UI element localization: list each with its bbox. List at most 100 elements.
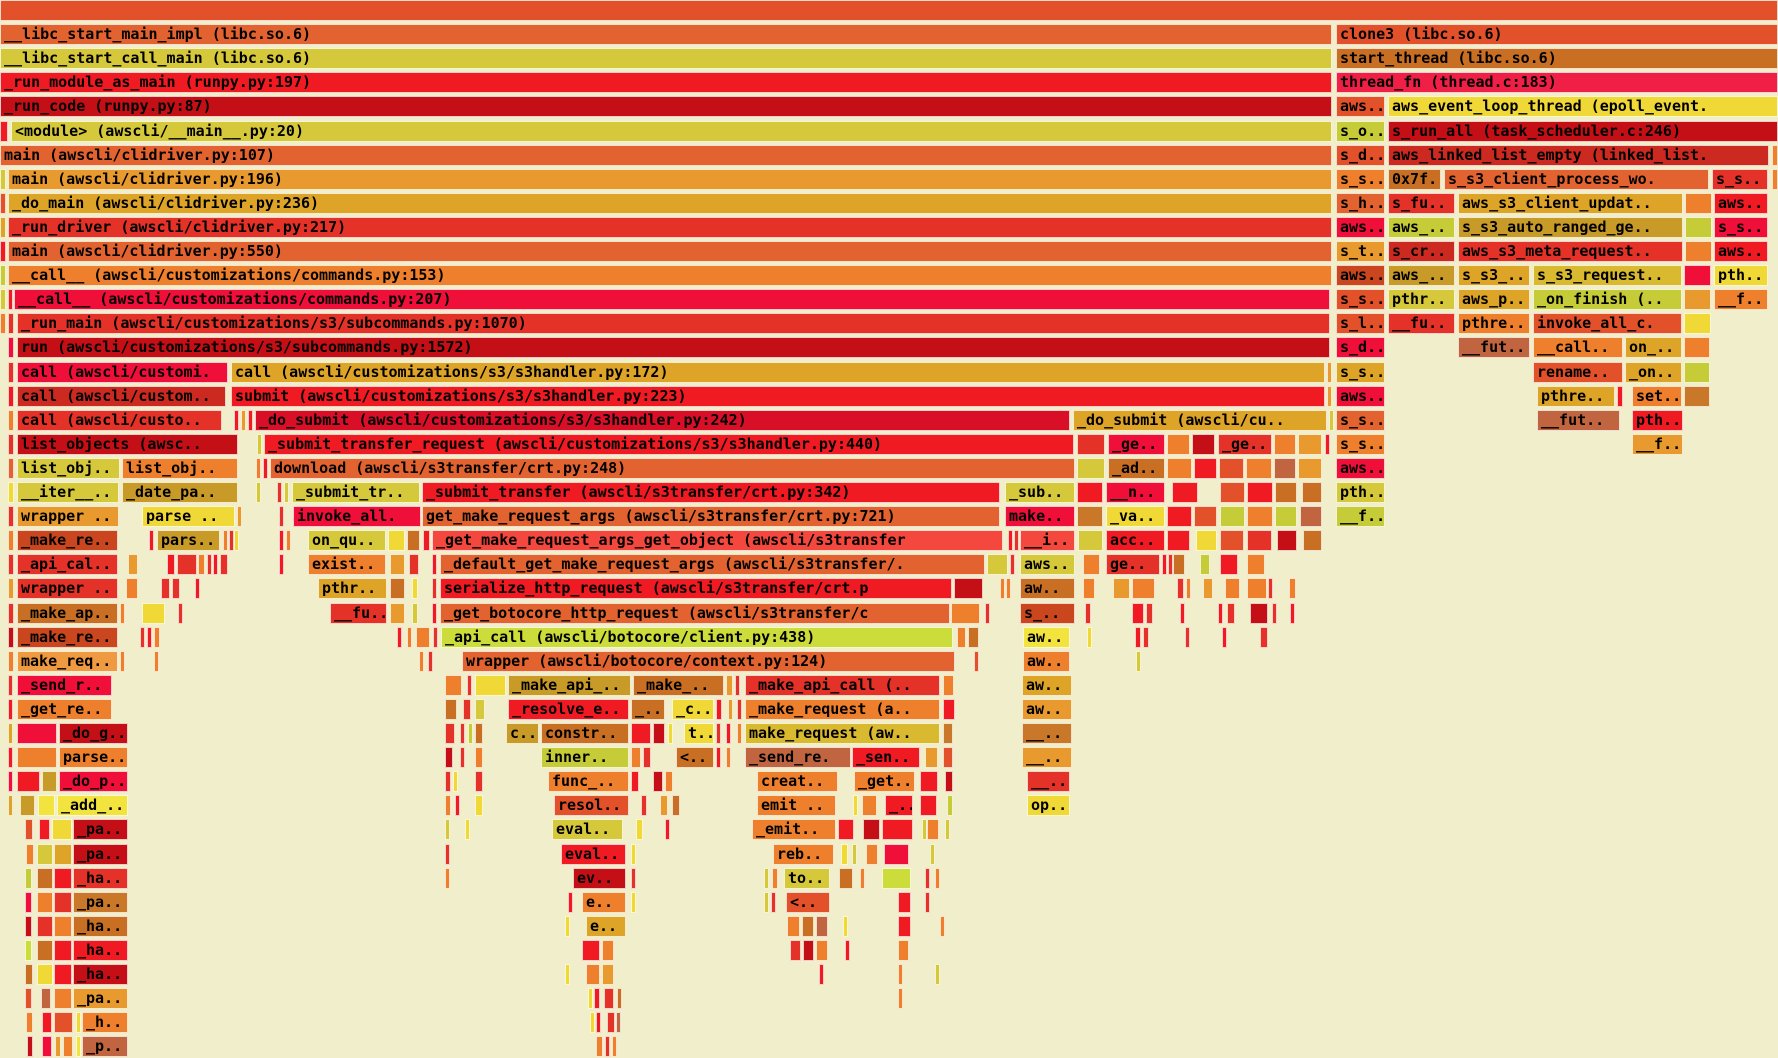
frame-_make_api_..[interactable]: _make_api_..	[508, 675, 631, 696]
frame-sliver[interactable]	[852, 844, 857, 865]
frame-<module>[interactable]: <module> (awscli/__main__.py:20)	[11, 121, 1332, 142]
frame-_get_make_request_args_get_object[interactable]: _get_make_request_args_get_object (awscl…	[432, 530, 1003, 551]
frame-_ha..[interactable]: _ha..	[73, 868, 128, 889]
frame-sliver[interactable]	[1227, 603, 1235, 624]
frame-aws_s3_meta_request..[interactable]: aws_s3_meta_request..	[1458, 241, 1683, 262]
frame-sliver[interactable]	[1173, 554, 1185, 575]
frame-sliver[interactable]	[1247, 530, 1272, 551]
frame-sliver[interactable]	[631, 844, 636, 865]
frame-sliver[interactable]	[120, 651, 125, 672]
frame-sliver[interactable]	[672, 795, 680, 816]
frame-sliver[interactable]	[945, 819, 950, 840]
frame-sliver[interactable]	[445, 819, 450, 840]
frame-sliver[interactable]	[25, 964, 33, 985]
frame-s_o..[interactable]: s_o..	[1336, 121, 1385, 142]
frame-sliver[interactable]	[445, 771, 451, 792]
frame-sliver[interactable]	[17, 771, 40, 792]
frame-make..[interactable]: make..	[1005, 506, 1075, 527]
frame-sliver[interactable]	[8, 578, 14, 599]
frame-aws..[interactable]: aws..	[1336, 265, 1385, 286]
frame-sliver[interactable]	[898, 964, 903, 985]
frame-sliver[interactable]	[198, 554, 205, 575]
frame-sliver[interactable]	[248, 410, 253, 431]
frame-<..[interactable]: <..	[786, 892, 830, 913]
frame-sliver[interactable]	[816, 940, 828, 961]
frame-inner..[interactable]: inner..	[541, 747, 629, 768]
frame-sliver[interactable]	[27, 1036, 33, 1057]
frame-sliver[interactable]	[582, 940, 600, 961]
frame-sliver[interactable]	[947, 795, 953, 816]
frame-sliver[interactable]	[1327, 386, 1332, 407]
frame-sliver[interactable]	[726, 675, 733, 696]
frame-sliver[interactable]	[816, 916, 828, 937]
frame-__fu..[interactable]: __fu..	[330, 603, 387, 624]
frame-s_s..[interactable]: s_s..	[1714, 217, 1768, 238]
frame-sliver[interactable]	[76, 1012, 81, 1033]
frame-e..[interactable]: e..	[586, 916, 626, 937]
frame-sliver[interactable]	[802, 916, 814, 937]
frame-pthre..[interactable]: pthre..	[1458, 313, 1530, 334]
frame-sliver[interactable]	[54, 868, 72, 889]
frame-sliver[interactable]	[1225, 578, 1240, 599]
frame-wrapper[interactable]: wrapper (awscli/botocore/context.py:124)	[462, 651, 955, 672]
frame-aws..[interactable]: aws..	[1020, 554, 1075, 575]
frame-sliver[interactable]	[631, 868, 636, 889]
frame-sliver[interactable]	[8, 675, 13, 696]
frame-sliver[interactable]	[605, 1036, 610, 1057]
frame-sliver[interactable]	[1172, 482, 1198, 503]
frame-__fut..[interactable]: __fut..	[1537, 410, 1620, 431]
frame-list_obj..[interactable]: list_obj..	[122, 458, 238, 479]
frame-s_h..[interactable]: s_h..	[1336, 193, 1385, 214]
frame-rename..[interactable]: rename..	[1533, 362, 1623, 383]
frame-sliver[interactable]	[653, 723, 665, 744]
frame-sliver[interactable]	[1684, 362, 1710, 383]
frame-func_..[interactable]: func_..	[548, 771, 629, 792]
frame-_ge..[interactable]: _ge..	[1218, 434, 1272, 455]
frame-on_qu..[interactable]: on_qu..	[308, 530, 386, 551]
frame-sliver[interactable]	[237, 506, 242, 527]
frame-sliver[interactable]	[1329, 410, 1334, 431]
frame-sliver[interactable]	[617, 988, 622, 1009]
frame-_..[interactable]: _..	[631, 699, 665, 720]
frame-sliver[interactable]	[1772, 145, 1778, 166]
frame-sliver[interactable]	[771, 892, 776, 913]
frame-sliver[interactable]	[475, 795, 483, 816]
frame-sliver[interactable]	[76, 1036, 81, 1057]
frame-sliver[interactable]	[1087, 627, 1092, 648]
frame-_add_..[interactable]: _add_..	[57, 795, 128, 816]
frame-sliver[interactable]	[726, 723, 731, 744]
frame-sliver[interactable]	[1277, 530, 1297, 551]
frame-sliver[interactable]	[390, 578, 405, 599]
frame-sliver[interactable]	[256, 458, 261, 479]
frame-sliver[interactable]	[0, 0, 1778, 21]
frame-sliver[interactable]	[154, 627, 160, 648]
frame-sliver[interactable]	[653, 771, 663, 792]
frame-sliver[interactable]	[602, 964, 614, 985]
frame-sliver[interactable]	[565, 916, 570, 937]
frame-sliver[interactable]	[1220, 530, 1244, 551]
frame-call[interactable]: call (awscli/custom..	[17, 386, 226, 407]
frame-wrapper[interactable]: wrapper ..	[17, 506, 119, 527]
frame-sliver[interactable]	[8, 458, 14, 479]
frame-sliver[interactable]	[1083, 554, 1100, 575]
frame-sliver[interactable]	[1006, 578, 1011, 599]
frame-sliver[interactable]	[154, 651, 159, 672]
frame-sliver[interactable]	[407, 530, 420, 551]
frame-sliver[interactable]	[1685, 217, 1712, 238]
frame-constr..[interactable]: constr..	[541, 723, 629, 744]
frame-sliver[interactable]	[412, 578, 418, 599]
frame-sliver[interactable]	[42, 1012, 52, 1033]
frame-_get..[interactable]: _get..	[854, 771, 915, 792]
frame-s_s..[interactable]: s_s..	[1336, 169, 1385, 190]
frame-pthr..[interactable]: pthr..	[318, 578, 387, 599]
frame-s_d..[interactable]: s_d..	[1336, 145, 1385, 166]
frame-sliver[interactable]	[1260, 627, 1268, 648]
frame-sliver[interactable]	[596, 1012, 601, 1033]
frame-sliver[interactable]	[737, 699, 742, 720]
frame-sliver[interactable]	[445, 675, 462, 696]
frame-sliver[interactable]	[1192, 434, 1215, 455]
frame-sliver[interactable]	[0, 193, 6, 214]
frame-sliver[interactable]	[853, 795, 858, 816]
frame-aw..[interactable]: aw..	[1023, 651, 1070, 672]
frame-_..[interactable]: _..	[885, 795, 913, 816]
